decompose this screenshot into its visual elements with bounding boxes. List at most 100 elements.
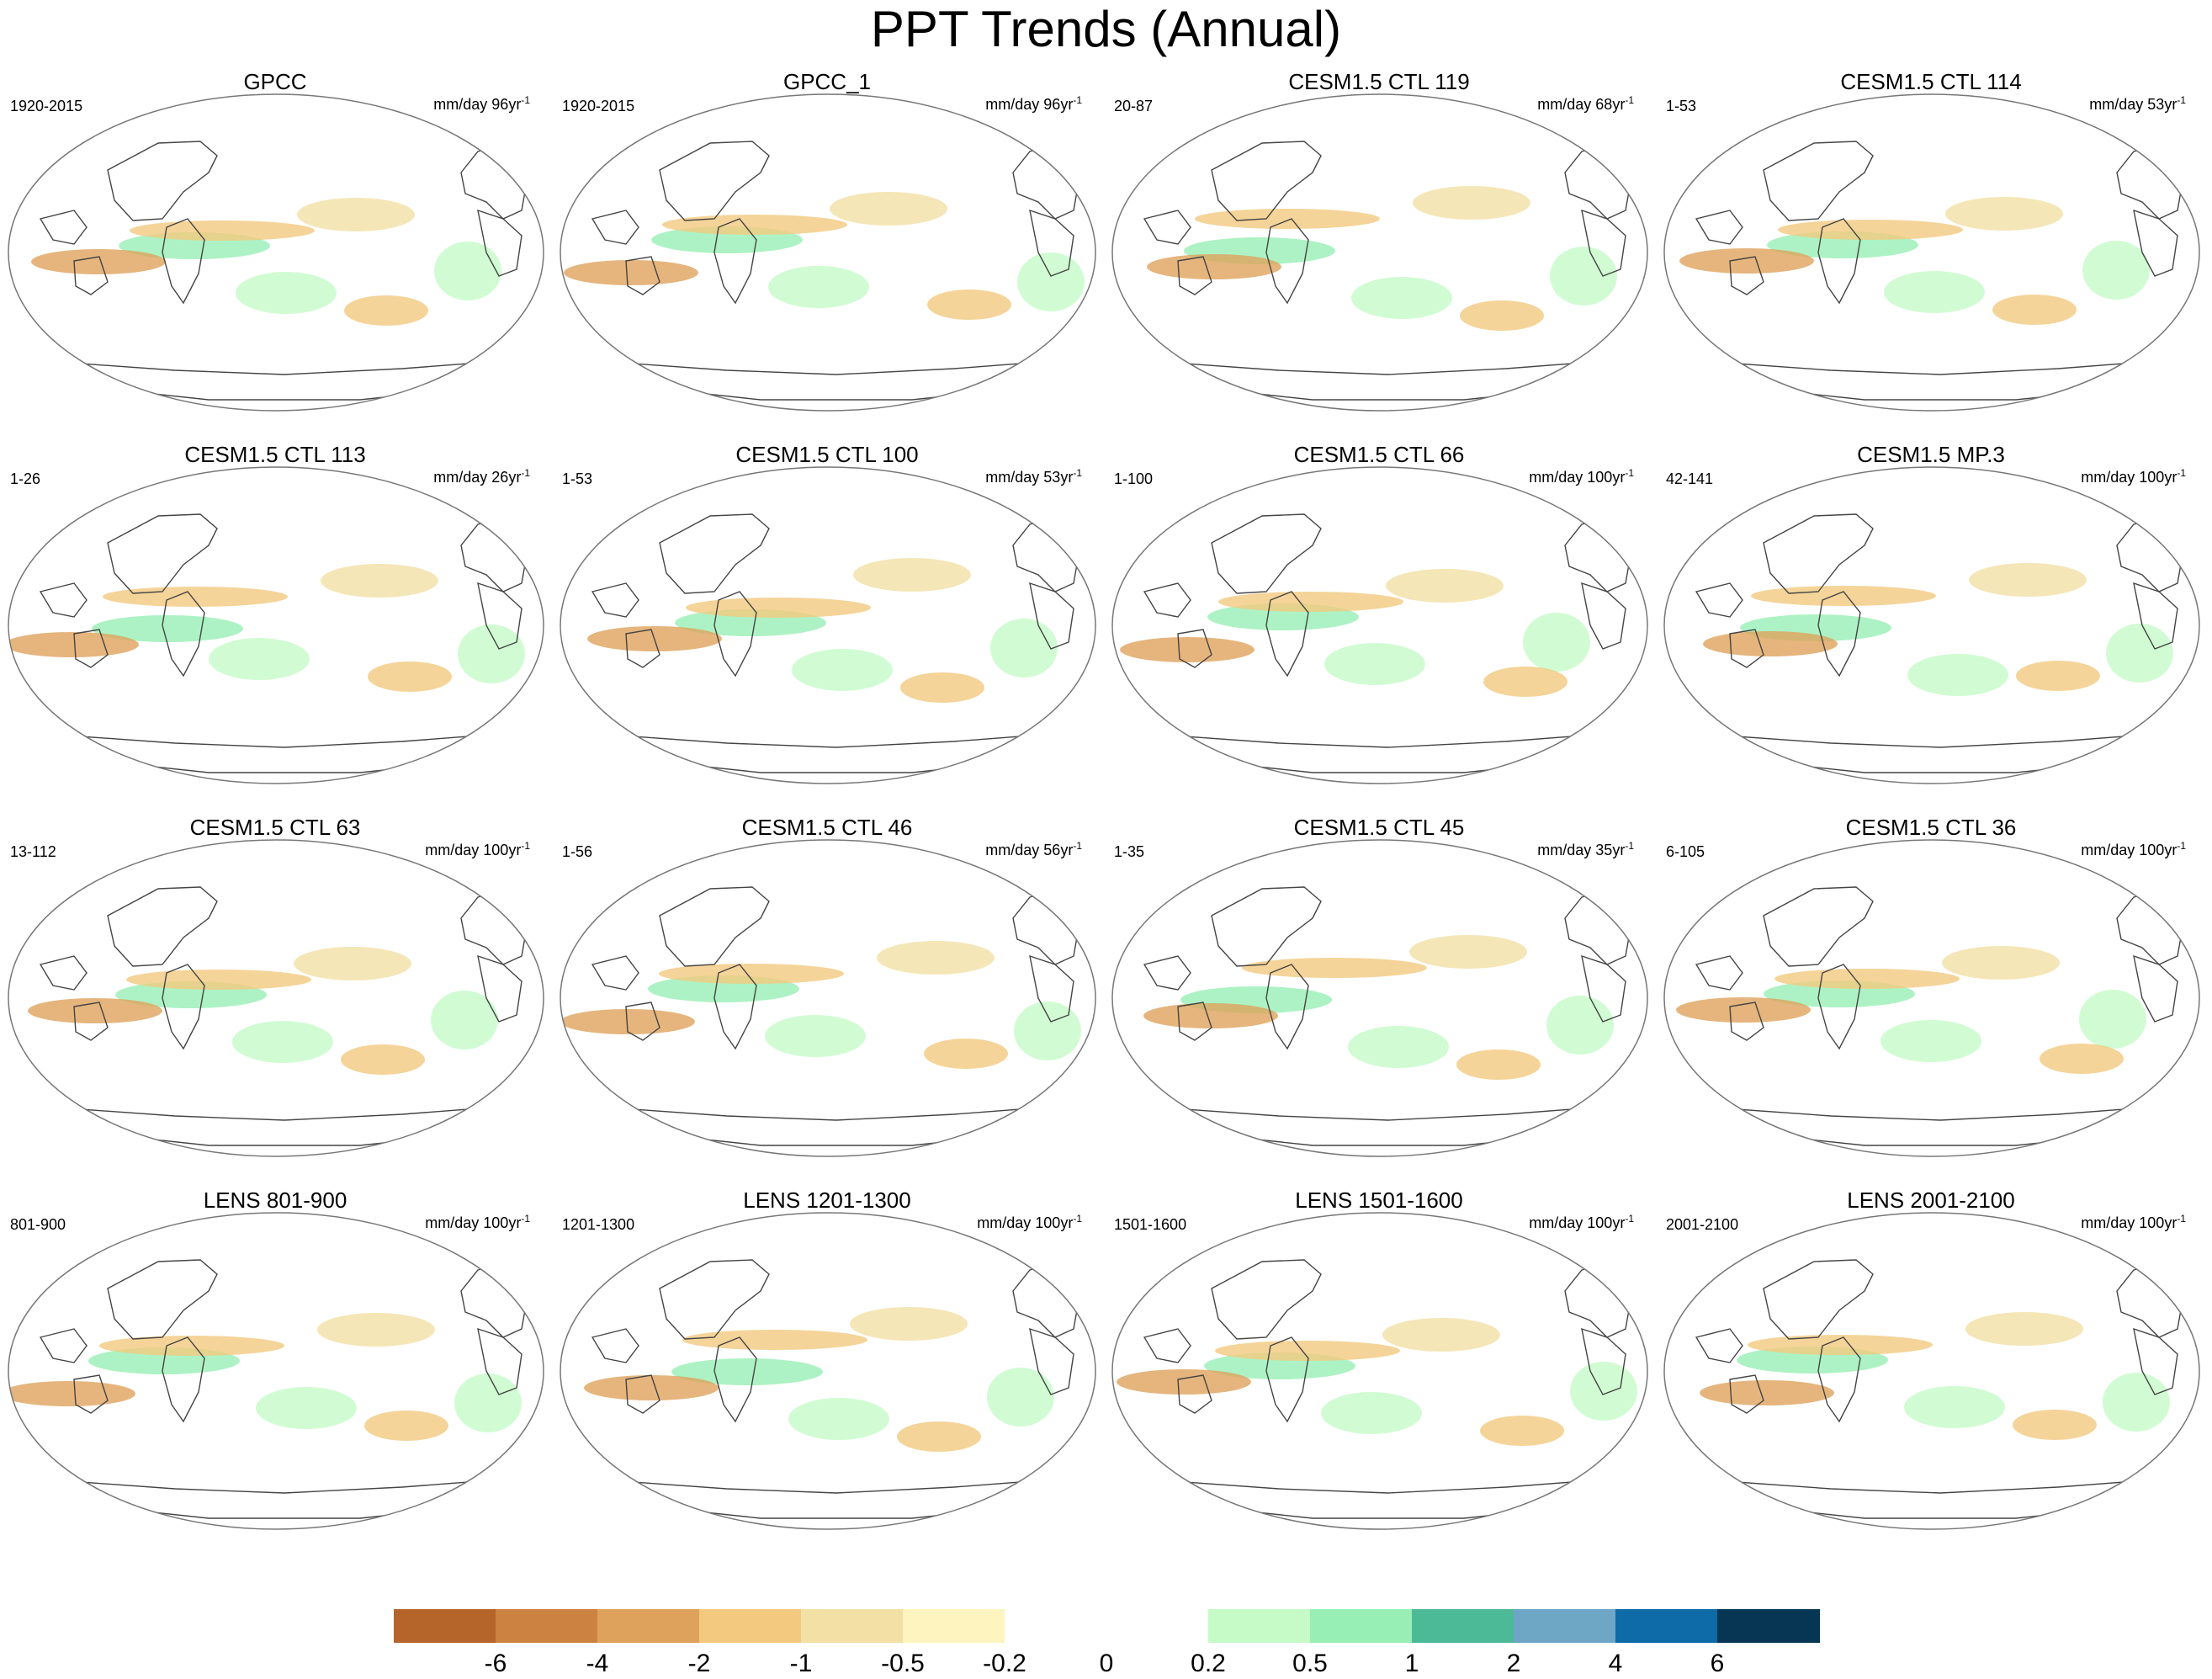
trend-contour [1386,569,1504,603]
units-exponent: -1 [1073,840,1082,852]
units-span: 100 [1587,1214,1613,1231]
colorbar-label: 0 [1099,1650,1114,1677]
coastline [1581,954,1626,1023]
trend-contour [454,1373,522,1432]
units-span: 35 [1595,842,1613,858]
trend-contour [1215,1341,1400,1361]
units-exponent: -1 [1625,1213,1634,1225]
coastline [477,582,522,650]
trend-contour [1456,1049,1541,1080]
units-suffix: yr [508,96,522,113]
coastline [1564,1261,1633,1338]
trend-contour [682,1330,867,1350]
coastline [1211,141,1322,221]
units-span: 68 [1595,96,1613,113]
units-exponent: -1 [1625,467,1634,479]
trend-contour [1748,1335,1933,1355]
panel-units: mm/day 53yr-1 [985,467,1082,486]
coastline [1143,955,1191,991]
coastline [1729,1002,1764,1041]
coastline [591,1328,639,1363]
colorbar-label: -4 [586,1650,609,1677]
coastline [1581,209,1626,277]
colorbar-swatch [903,1609,1005,1643]
coastline [713,591,757,677]
coastline [1729,629,1764,668]
units-suffix: yr [1612,1214,1626,1231]
colorbar-label: 0.2 [1191,1650,1226,1677]
colorbar-label: -0.2 [983,1650,1026,1677]
panel-units: mm/day 100yr-1 [977,1213,1082,1232]
panel-title: LENS 1201-1300 [743,1188,911,1213]
panel-units: mm/day 26yr-1 [433,467,530,486]
map-border [8,1212,544,1530]
coastline [1029,582,1074,650]
coastline [625,256,660,295]
trend-contour [434,242,501,300]
coastline [2133,954,2178,1023]
units-exponent: -1 [1625,840,1634,852]
panel-year-range: 1201-1300 [562,1216,635,1233]
colorbar-label: -0.5 [881,1650,925,1677]
coastline [1817,964,1861,1050]
units-exponent: -1 [1073,94,1082,106]
trend-field [1139,141,1633,401]
coastline [2133,209,2178,277]
trend-contour [2040,1044,2124,1074]
map-projection [1663,466,2200,784]
trend-contour [877,941,995,975]
panel-year-range: 6-105 [1666,843,1705,860]
trend-contour [1014,1002,1081,1060]
trend-contour [1321,1392,1422,1434]
colorbar-label: -6 [484,1650,507,1677]
trend-contour [1884,271,1985,313]
map-projection [560,839,1096,1157]
map-projection [1111,466,1648,784]
map-projection [8,1212,544,1530]
trend-contour [2013,1410,2097,1440]
trend-contour [1413,186,1530,220]
units-exponent: -1 [521,467,530,479]
map-panel: LENS 1201-1300 1201-1300 mm/day 100yr-1 [554,1093,1101,1530]
map-border [8,839,544,1157]
panel-units: mm/day 56yr-1 [985,840,1082,859]
map-border [8,466,544,784]
colorbar-swatch [1106,1609,1209,1643]
coastline [73,1002,109,1041]
coastline [162,964,205,1050]
panel-year-range: 1920-2015 [10,98,83,114]
map-border [560,466,1096,784]
coastline [713,964,757,1050]
trend-contour [1546,996,1614,1055]
coastline [477,209,522,277]
units-prefix: mm/day [1529,469,1588,486]
coastline [625,629,660,668]
trend-contour [788,1398,889,1440]
colorbar-label: -1 [789,1650,813,1677]
coastline [55,1478,514,1519]
map-projection [1663,1212,2200,1530]
units-exponent: -1 [2177,840,2186,852]
trend-contour [1017,252,1085,311]
colorbar-swatch [1412,1609,1514,1643]
trend-contour [853,558,971,592]
coastline [477,1327,522,1395]
coastline [1143,1328,1191,1363]
panel-title: GPCC [243,69,307,94]
trend-field [1695,513,2185,773]
trend-contour [580,593,698,624]
units-span: 96 [491,96,509,113]
coastline [1711,1478,2170,1519]
units-prefix: mm/day [433,96,492,113]
coastline [1729,1374,1764,1414]
trend-contour [990,619,1058,677]
coastline [1763,886,1874,967]
map-border [1663,839,2200,1157]
trend-contour [1483,667,1567,697]
panel-units: mm/day 100yr-1 [2081,840,2186,859]
units-span: 100 [1035,1214,1061,1231]
map-border [1663,93,2200,412]
colorbar-label: 0.5 [1292,1650,1328,1677]
coastline [1265,964,1309,1050]
units-exponent: -1 [1073,1213,1082,1225]
